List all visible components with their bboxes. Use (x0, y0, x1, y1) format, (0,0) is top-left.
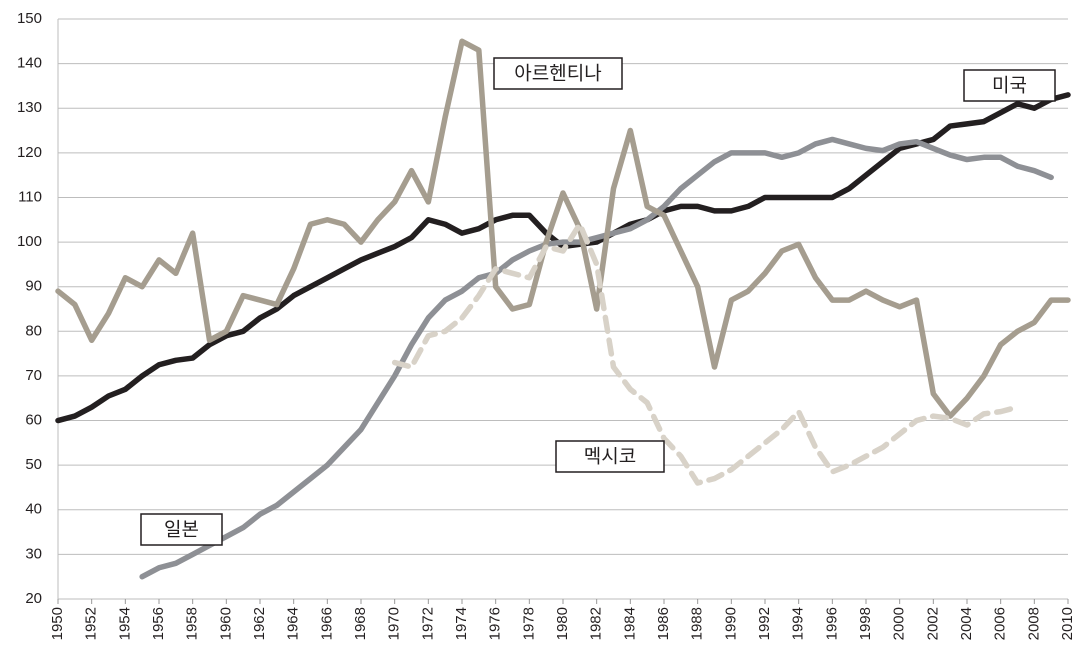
y-tick-label: 50 (25, 456, 42, 473)
y-tick-label: 120 (17, 144, 42, 161)
series-label-box (963, 69, 1056, 102)
x-tick-label: 2008 (1025, 607, 1042, 640)
y-tick-label: 60 (25, 412, 42, 429)
x-tick-label: 1970 (386, 607, 403, 640)
y-tick-label: 130 (17, 99, 42, 116)
series-label: 아르헨티나 (514, 63, 601, 85)
x-tick-label: 1956 (150, 607, 167, 640)
x-tick-label: 2000 (891, 607, 908, 640)
x-tick-label: 1960 (217, 607, 234, 640)
y-tick-label: 40 (25, 501, 42, 518)
x-tick-label: 1994 (790, 607, 807, 640)
series-line (391, 221, 1021, 486)
x-tick-label: 1958 (184, 607, 201, 640)
x-tick-label: 1962 (251, 607, 268, 640)
y-tick-label: 30 (25, 545, 42, 562)
x-tick-label: 1968 (352, 607, 369, 640)
y-tick-label: 110 (18, 188, 42, 205)
x-tick-label: 2002 (924, 607, 941, 640)
y-tick-label: 140 (17, 55, 42, 72)
series-label-box (555, 440, 665, 473)
x-tick-label: 1978 (520, 607, 537, 640)
x-tick-label: 1992 (756, 607, 773, 640)
series-label: 미국 (992, 75, 1027, 97)
y-tick-label: 90 (25, 278, 42, 295)
x-tick-label: 1976 (487, 607, 504, 640)
x-tick-label: 1972 (419, 607, 436, 640)
x-tick-label: 1986 (655, 607, 672, 640)
x-tick-label: 2004 (958, 607, 975, 640)
x-tick-label: 1954 (116, 607, 133, 640)
x-tick-label: 1988 (689, 607, 706, 640)
x-tick-label: 1998 (857, 607, 874, 640)
y-tick-label: 100 (17, 233, 42, 250)
x-tick-label: 2006 (992, 607, 1009, 640)
x-tick-label: 1966 (318, 607, 335, 640)
x-tick-label: 1996 (823, 607, 840, 640)
x-tick-label: 1964 (285, 607, 302, 640)
y-tick-label: 70 (25, 367, 42, 384)
series-label: 일본 (164, 519, 199, 541)
x-tick-label: 2010 (1059, 607, 1074, 640)
series-label-box (493, 57, 623, 90)
y-tick-label: 80 (25, 322, 42, 339)
x-tick-label: 1980 (554, 607, 571, 640)
series-label: 멕시코 (584, 446, 636, 468)
x-tick-label: 1952 (83, 607, 100, 640)
x-tick-label: 1990 (722, 607, 739, 640)
x-tick-label: 1982 (588, 607, 605, 640)
x-tick-label: 1974 (453, 607, 470, 640)
series-line (139, 136, 1054, 580)
series-line (55, 38, 1071, 419)
x-tick-label: 1950 (49, 607, 66, 640)
x-tick-label: 1984 (621, 607, 638, 640)
series-label-box (140, 513, 223, 546)
y-tick-label: 150 (17, 10, 42, 27)
y-tick-label: 20 (25, 590, 42, 607)
